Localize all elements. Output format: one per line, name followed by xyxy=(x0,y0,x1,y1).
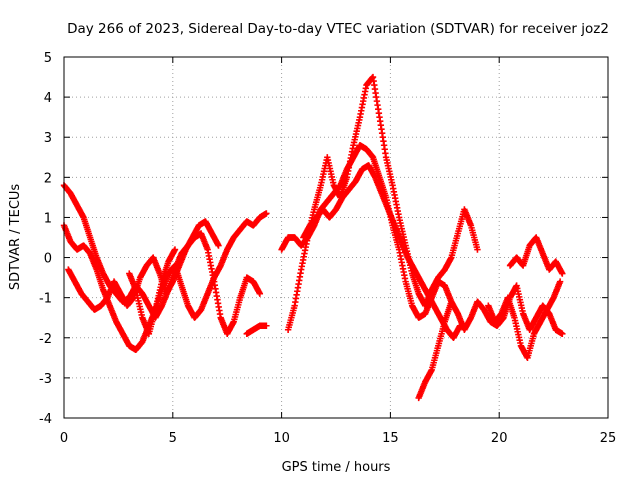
y-tick-label: 1 xyxy=(44,211,52,226)
data-point xyxy=(556,278,564,285)
grid-layer xyxy=(64,57,608,418)
series-trace-c xyxy=(65,218,222,313)
plot-frame xyxy=(63,56,609,419)
y-tick-label: 5 xyxy=(44,51,52,66)
series-trace-j xyxy=(126,246,179,337)
series-trace-b xyxy=(60,182,264,337)
y-tick-label: 0 xyxy=(44,252,52,267)
x-axis-label: GPS time / hours xyxy=(282,460,391,475)
data-point xyxy=(559,270,566,277)
data-point xyxy=(559,330,566,337)
axis-ticks: 0 5 10 15 20 25 -4 -3 -2 -1 0 1 2 3 4 5 xyxy=(39,51,616,446)
data-point xyxy=(263,210,270,217)
data-point xyxy=(256,290,264,297)
y-tick-label: -4 xyxy=(39,412,52,427)
data-point xyxy=(263,322,270,329)
x-tick-label: 15 xyxy=(382,431,399,446)
x-tick-label: 0 xyxy=(60,431,68,446)
y-tick-label: -2 xyxy=(39,332,52,347)
series-trace-f xyxy=(300,162,464,341)
series-trace-h xyxy=(485,278,564,362)
data-point xyxy=(171,246,179,253)
series-trace-i xyxy=(506,234,566,277)
x-tick-label: 10 xyxy=(273,431,290,446)
data-point xyxy=(474,246,481,253)
y-axis-label: SDTVAR / TECUs xyxy=(8,184,23,291)
y-tick-label: 4 xyxy=(44,91,52,106)
x-tick-label: 5 xyxy=(169,431,177,446)
x-tick-label: 25 xyxy=(600,431,617,446)
x-tick-label: 20 xyxy=(491,431,508,446)
data-points xyxy=(60,73,566,402)
y-tick-label: -3 xyxy=(39,372,52,387)
y-tick-label: 3 xyxy=(44,131,52,146)
chart-title: Day 266 of 2023, Sidereal Day-to-day VTE… xyxy=(67,21,609,37)
y-tick-label: -1 xyxy=(39,292,52,307)
series-trace-g xyxy=(415,282,566,402)
series-trace-k xyxy=(243,322,270,337)
data-point xyxy=(215,242,222,249)
y-tick-label: 2 xyxy=(44,171,52,186)
